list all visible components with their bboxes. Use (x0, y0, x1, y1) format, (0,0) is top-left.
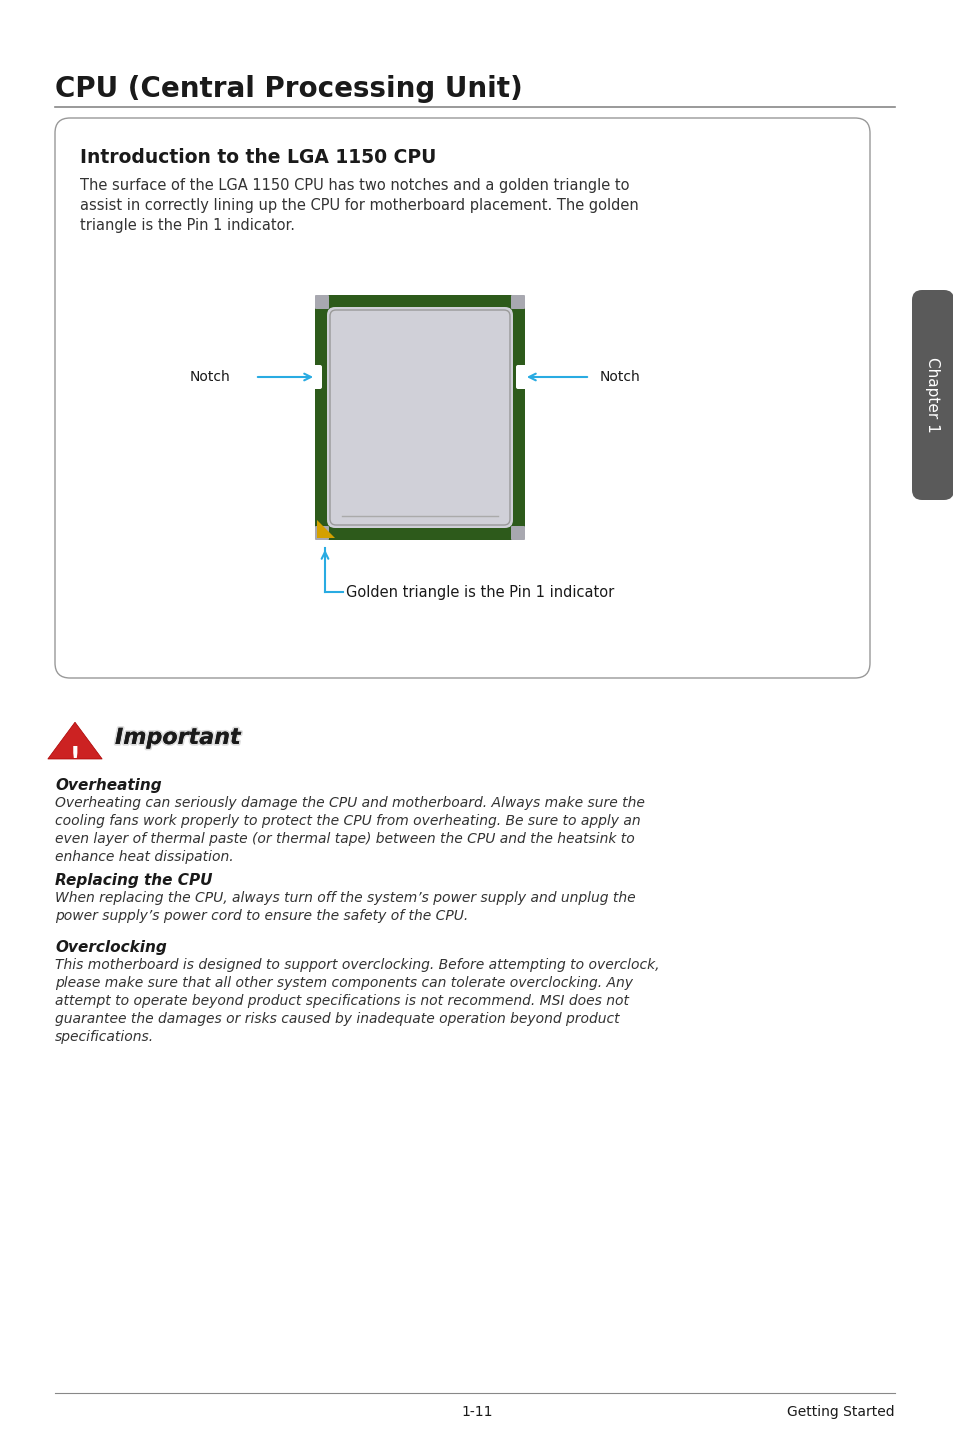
Text: assist in correctly lining up the CPU for motherboard placement. The golden: assist in correctly lining up the CPU fo… (80, 198, 639, 213)
Text: even layer of thermal paste (or thermal tape) between the CPU and the heatsink t: even layer of thermal paste (or thermal … (55, 832, 634, 846)
Text: Golden triangle is the Pin 1 indicator: Golden triangle is the Pin 1 indicator (346, 584, 614, 600)
Text: CPU (Central Processing Unit): CPU (Central Processing Unit) (55, 74, 522, 103)
FancyBboxPatch shape (314, 526, 329, 540)
Text: Notch: Notch (599, 369, 640, 384)
FancyBboxPatch shape (314, 295, 524, 540)
Text: Notch: Notch (190, 369, 231, 384)
Text: Important: Important (115, 727, 240, 748)
Polygon shape (48, 722, 102, 759)
FancyBboxPatch shape (511, 526, 524, 540)
Text: Overheating can seriously damage the CPU and motherboard. Always make sure the: Overheating can seriously damage the CPU… (55, 796, 644, 811)
FancyBboxPatch shape (516, 365, 527, 390)
FancyBboxPatch shape (55, 117, 869, 677)
Text: power supply’s power cord to ensure the safety of the CPU.: power supply’s power cord to ensure the … (55, 909, 468, 924)
Polygon shape (316, 520, 335, 538)
Text: Chapter 1: Chapter 1 (924, 357, 940, 432)
Text: enhance heat dissipation.: enhance heat dissipation. (55, 851, 233, 863)
Text: triangle is the Pin 1 indicator.: triangle is the Pin 1 indicator. (80, 218, 294, 233)
Text: Overclocking: Overclocking (55, 939, 167, 955)
Text: Replacing the CPU: Replacing the CPU (55, 874, 213, 888)
Text: attempt to operate beyond product specifications is not recommend. MSI does not: attempt to operate beyond product specif… (55, 994, 628, 1008)
Text: guarantee the damages or risks caused by inadequate operation beyond product: guarantee the damages or risks caused by… (55, 1012, 619, 1025)
Text: 1-11: 1-11 (460, 1405, 493, 1419)
Text: When replacing the CPU, always turn off the system’s power supply and unplug the: When replacing the CPU, always turn off … (55, 891, 635, 905)
FancyBboxPatch shape (511, 295, 524, 309)
FancyBboxPatch shape (327, 306, 513, 528)
Text: !: ! (70, 745, 80, 769)
Text: specifications.: specifications. (55, 1030, 154, 1044)
Text: This motherboard is designed to support overclocking. Before attempting to overc: This motherboard is designed to support … (55, 958, 659, 972)
FancyBboxPatch shape (911, 291, 953, 500)
Text: please make sure that all other system components can tolerate overclocking. Any: please make sure that all other system c… (55, 977, 633, 990)
Text: Introduction to the LGA 1150 CPU: Introduction to the LGA 1150 CPU (80, 147, 436, 168)
Text: Overheating: Overheating (55, 778, 161, 793)
Text: cooling fans work properly to protect the CPU from overheating. Be sure to apply: cooling fans work properly to protect th… (55, 813, 640, 828)
FancyBboxPatch shape (310, 365, 322, 390)
Text: Getting Started: Getting Started (786, 1405, 894, 1419)
Text: The surface of the LGA 1150 CPU has two notches and a golden triangle to: The surface of the LGA 1150 CPU has two … (80, 178, 629, 193)
FancyBboxPatch shape (314, 295, 329, 309)
